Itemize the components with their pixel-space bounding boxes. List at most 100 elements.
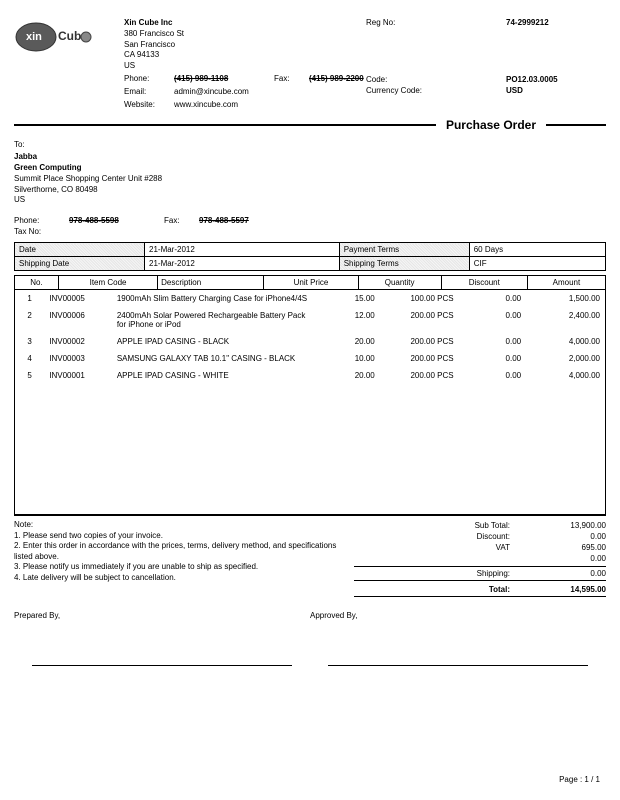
signature-line-2 xyxy=(328,665,588,666)
item-desc: APPLE IPAD CASING - WHITE xyxy=(112,367,315,384)
item-code: INV00002 xyxy=(44,333,112,350)
item-code: INV00005 xyxy=(44,290,112,307)
recipient-contact: Phone: 978-488-5598 Fax: 978-488-5597 xyxy=(14,216,606,225)
company-address-3: CA 94133 xyxy=(124,50,366,61)
item-amount: 1,500.00 xyxy=(526,290,605,307)
col-amt: Amount xyxy=(527,276,605,290)
recipient-addr1: Summit Place Shopping Center Unit #288 xyxy=(14,174,606,185)
approved-by-label: Approved By, xyxy=(310,611,606,620)
recipient-country: US xyxy=(14,195,606,206)
subtotal-value: 13,900.00 xyxy=(516,521,606,530)
to-label: To: xyxy=(14,140,606,151)
item-amount: 2,400.00 xyxy=(526,307,605,333)
item-discount: 0.00 xyxy=(459,307,527,333)
table-row: 4INV00003SAMSUNG GALAXY TAB 10.1" CASING… xyxy=(15,350,605,367)
header-meta: Reg No: 74-2999212 Code: PO12.03.0005 Cu… xyxy=(366,18,606,110)
vat-label: VAT xyxy=(354,543,516,552)
items-box: 1INV000051900mAh Slim Battery Charging C… xyxy=(14,290,606,516)
table-row: 1INV000051900mAh Slim Battery Charging C… xyxy=(15,290,605,307)
col-code: Item Code xyxy=(58,276,157,290)
code-label: Code: xyxy=(366,75,506,86)
table-row: 2INV000062400mAh Solar Powered Rechargea… xyxy=(15,307,605,333)
svg-text:xin: xin xyxy=(26,31,42,43)
item-price: 20.00 xyxy=(314,367,379,384)
payment-terms-value: 60 Days xyxy=(469,243,605,257)
recipient-name: Jabba xyxy=(14,152,606,163)
vat-value: 695.00 xyxy=(516,543,606,552)
table-row: 5INV00001APPLE IPAD CASING - WHITE20.002… xyxy=(15,367,605,384)
col-no: No. xyxy=(15,276,59,290)
discount-value: 0.00 xyxy=(516,532,606,541)
document-title: Purchase Order xyxy=(440,118,542,132)
extra-label xyxy=(354,554,516,563)
item-code: INV00003 xyxy=(44,350,112,367)
shipping-terms-label: Shipping Terms xyxy=(339,257,469,271)
company-fax: (415) 989-2200 xyxy=(309,74,364,85)
note-line: 2. Enter this order in accordance with t… xyxy=(14,541,354,562)
company-logo-icon: xin Cube xyxy=(14,18,94,56)
signature-line-1 xyxy=(32,665,292,666)
signature-lines xyxy=(14,665,606,666)
recipient-addr2: Silverthorne, CO 80498 xyxy=(14,185,606,196)
item-no: 4 xyxy=(15,350,44,367)
total-value: 14,595.00 xyxy=(516,585,606,594)
company-name: Xin Cube Inc xyxy=(124,18,366,29)
currency-code: USD xyxy=(506,86,523,97)
item-price: 15.00 xyxy=(314,290,379,307)
page-number: Page : 1 / 1 xyxy=(559,775,600,784)
recipient-company: Green Computing xyxy=(14,163,606,174)
col-price: Unit Price xyxy=(264,276,358,290)
company-address-2: San Francisco xyxy=(124,40,366,51)
items-table: No. Item Code Description Unit Price Qua… xyxy=(14,275,606,290)
company-info: Xin Cube Inc 380 Francisco St San Franci… xyxy=(124,18,366,110)
company-phone: (415) 989-1108 xyxy=(174,74,274,85)
item-amount: 2,000.00 xyxy=(526,350,605,367)
recipient-block: To: Jabba Green Computing Summit Place S… xyxy=(14,140,606,206)
col-desc: Description xyxy=(158,276,264,290)
po-code: PO12.03.0005 xyxy=(506,75,558,86)
item-no: 5 xyxy=(15,367,44,384)
item-desc: SAMSUNG GALAXY TAB 10.1" CASING - BLACK xyxy=(112,350,315,367)
item-amount: 4,000.00 xyxy=(526,333,605,350)
item-amount: 4,000.00 xyxy=(526,367,605,384)
item-price: 10.00 xyxy=(314,350,379,367)
recipient-phone-label: Phone: xyxy=(14,216,69,225)
col-qty: Quantity xyxy=(358,276,441,290)
item-no: 1 xyxy=(15,290,44,307)
item-code: INV00006 xyxy=(44,307,112,333)
note-line: 4. Late delivery will be subject to canc… xyxy=(14,573,354,583)
item-discount: 0.00 xyxy=(459,367,527,384)
reg-no-label: Reg No: xyxy=(366,18,506,29)
email-label: Email: xyxy=(124,87,174,98)
recipient-phone: 978-488-5598 xyxy=(69,216,164,225)
total-label: Total: xyxy=(354,585,516,594)
tax-no-label: Tax No: xyxy=(14,227,606,236)
logo-column: xin Cube xyxy=(14,18,124,110)
company-address-1: 380 Francisco St xyxy=(124,29,366,40)
title-line-left xyxy=(14,124,436,126)
item-price: 20.00 xyxy=(314,333,379,350)
item-qty: 100.00 PCS xyxy=(380,290,459,307)
company-email: admin@xincube.com xyxy=(174,87,249,98)
date-value: 21-Mar-2012 xyxy=(145,243,340,257)
item-desc: 1900mAh Slim Battery Charging Case for i… xyxy=(112,290,315,307)
col-disc: Discount xyxy=(441,276,527,290)
footer-area: Note: 1. Please send two copies of your … xyxy=(14,520,606,597)
item-price: 12.00 xyxy=(314,307,379,333)
totals-block: Sub Total:13,900.00 Discount:0.00 VAT695… xyxy=(354,520,606,597)
website-label: Website: xyxy=(124,100,174,111)
date-label: Date xyxy=(15,243,145,257)
table-row: 3INV00002APPLE IPAD CASING - BLACK20.002… xyxy=(15,333,605,350)
prepared-by-label: Prepared By, xyxy=(14,611,310,620)
item-qty: 200.00 PCS xyxy=(380,367,459,384)
extra-value: 0.00 xyxy=(516,554,606,563)
subtotal-label: Sub Total: xyxy=(354,521,516,530)
item-desc: 2400mAh Solar Powered Rechargeable Batte… xyxy=(112,307,315,333)
phone-label: Phone: xyxy=(124,74,174,85)
discount-label: Discount: xyxy=(354,532,516,541)
item-no: 3 xyxy=(15,333,44,350)
info-table: Date 21-Mar-2012 Payment Terms 60 Days S… xyxy=(14,242,606,271)
recipient-fax-label: Fax: xyxy=(164,216,199,225)
shipping-label: Shipping: xyxy=(354,569,516,578)
note-line: 3. Please notify us immediately if you a… xyxy=(14,562,354,572)
